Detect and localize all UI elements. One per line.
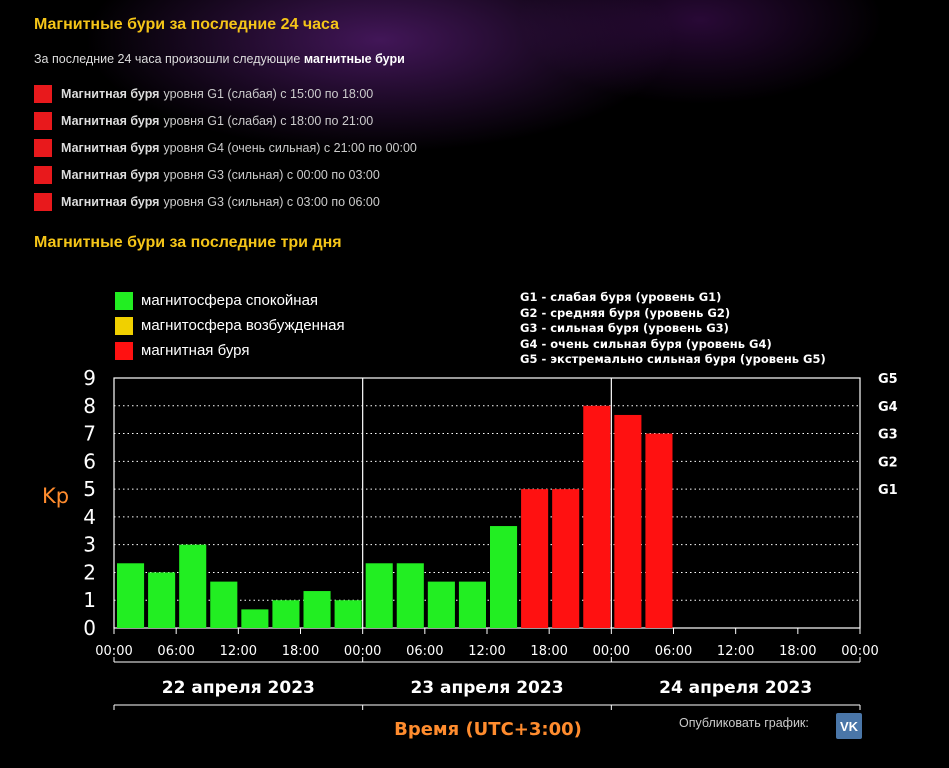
storm-marker <box>34 138 52 157</box>
day-label: 23 апреля 2023 <box>410 678 563 698</box>
legend-swatch <box>115 316 133 335</box>
g-level-item: G1 - слабая буря (уровень G1) <box>520 290 722 304</box>
y-tick-label: 6 <box>83 449 96 473</box>
storm-marker <box>34 84 52 103</box>
storm-name: Магнитная буря <box>61 167 160 182</box>
legend-label: магнитосфера спокойная <box>141 292 319 309</box>
y-tick-label: 4 <box>83 505 96 529</box>
kp-bar <box>396 563 424 628</box>
g-axis-label: G3 <box>878 428 898 443</box>
kp-bar <box>583 405 611 628</box>
x-tick-label: 00:00 <box>344 644 381 659</box>
storm-desc: уровня G1 (слабая) с 15:00 по 18:00 <box>163 86 374 101</box>
x-tick-label: 06:00 <box>406 644 443 659</box>
legend-label: магнитосфера возбужденная <box>141 317 345 334</box>
y-tick-label: 3 <box>83 533 96 557</box>
kp-bar <box>427 581 455 628</box>
storm-item: Магнитная буря уровня G1 (слабая) с 15:00… <box>34 80 417 107</box>
kp-bar <box>458 581 486 628</box>
storm-item: Магнитная буря уровня G4 (очень сильная) … <box>34 134 417 161</box>
kp-bar <box>614 414 642 628</box>
g-levels-legend: G1 - слабая буря (уровень G1) G2 - средн… <box>520 290 826 368</box>
intro-plain: За последние 24 часа произошли следующие <box>34 52 301 66</box>
storm-desc: уровня G3 (сильная) с 00:00 по 03:00 <box>163 167 380 182</box>
g-axis-label: G2 <box>878 455 898 470</box>
legend-label: магнитная буря <box>141 342 250 359</box>
storm-name: Магнитная буря <box>61 140 160 155</box>
kp-bar <box>148 572 176 628</box>
storm-desc: уровня G3 (сильная) с 03:00 по 06:00 <box>163 194 380 209</box>
storm-desc: уровня G1 (слабая) с 18:00 по 21:00 <box>163 113 374 128</box>
x-tick-label: 06:00 <box>655 644 692 659</box>
intro-bold: магнитные бури <box>303 52 405 66</box>
storm-item: Магнитная буря уровня G1 (слабая) с 18:00… <box>34 107 417 134</box>
x-tick-label: 18:00 <box>530 644 567 659</box>
g-level-item: G3 - сильная буря (уровень G3) <box>520 321 729 335</box>
y-tick-label: 9 <box>83 366 96 390</box>
x-tick-label: 12:00 <box>717 644 754 659</box>
storm-marker <box>34 165 52 184</box>
storm-name: Магнитная буря <box>61 86 160 101</box>
kp-bar <box>241 609 269 628</box>
x-tick-label: 06:00 <box>157 644 194 659</box>
y-tick-label: 2 <box>83 560 96 584</box>
legend-swatch <box>115 291 133 310</box>
kp-bar <box>179 544 207 628</box>
x-tick-label: 18:00 <box>779 644 816 659</box>
vk-icon: VK <box>839 718 859 734</box>
kp-bar <box>552 489 580 628</box>
x-tick-label: 00:00 <box>95 644 132 659</box>
x-tick-label: 12:00 <box>220 644 257 659</box>
storm-item: Магнитная буря уровня G3 (сильная) с 00:0… <box>34 161 417 188</box>
y-tick-label: 5 <box>83 477 96 501</box>
day-label: 22 апреля 2023 <box>162 678 315 698</box>
kp-chart: 0 1 2 3 4 5 6 7 8 9 G1 G2 G3 G4 G5 Kp 00:00 06:00 12:00 18:… <box>42 366 898 740</box>
storm-marker <box>34 192 52 211</box>
y-tick-label: 7 <box>83 422 96 446</box>
storm-name: Магнитная буря <box>61 113 160 128</box>
kp-bar <box>272 600 300 628</box>
y-tick-label: 0 <box>83 616 96 640</box>
g-level-item: G5 - экстремально сильная буря (уровень … <box>520 352 826 366</box>
storm-desc: уровня G4 (очень сильная) с 21:00 по 00:… <box>163 140 417 155</box>
kp-bar <box>490 526 518 628</box>
kp-bar <box>645 433 673 628</box>
vk-share-button[interactable]: VK <box>836 713 862 739</box>
kp-bar <box>210 581 238 628</box>
day-label: 24 апреля 2023 <box>659 678 812 698</box>
g-level-item: G4 - очень сильная буря (уровень G4) <box>520 336 772 351</box>
publish-label: Опубликовать график: <box>679 716 809 730</box>
storm-marker <box>34 111 52 130</box>
kp-bar <box>521 489 549 628</box>
x-axis-title: Время (UTC+3:00) <box>394 719 582 740</box>
y-tick-label: 8 <box>83 394 96 418</box>
g-axis-label: G4 <box>878 400 898 415</box>
legend-item-excited: магнитосфера возбужденная <box>115 313 345 338</box>
y-axis-title: Kp <box>42 484 69 508</box>
legend-item-calm: магнитосфера спокойная <box>115 288 345 313</box>
x-tick-label: 12:00 <box>468 644 505 659</box>
chart-legend: магнитосфера спокойная магнитосфера возб… <box>115 288 345 363</box>
kp-bar <box>117 563 145 628</box>
g-axis-label: G1 <box>878 483 898 498</box>
y-tick-label: 1 <box>83 588 96 612</box>
storm-name: Магнитная буря <box>61 194 160 209</box>
legend-item-storm: магнитная буря <box>115 338 345 363</box>
x-tick-label: 00:00 <box>593 644 630 659</box>
x-tick-label: 00:00 <box>841 644 878 659</box>
storm-item: Магнитная буря уровня G3 (сильная) с 03:0… <box>34 188 417 215</box>
kp-bar <box>365 563 393 628</box>
intro-text: За последние 24 часа произошли следующие… <box>34 52 405 66</box>
storm-list: Магнитная буря уровня G1 (слабая) с 15:00… <box>34 80 417 215</box>
kp-bar <box>303 591 331 628</box>
g-level-item: G2 - средняя буря (уровень G2) <box>520 305 731 320</box>
g-axis-label: G5 <box>878 372 898 387</box>
kp-bar <box>334 600 362 628</box>
legend-swatch <box>115 341 133 360</box>
x-tick-label: 18:00 <box>282 644 319 659</box>
section-3d-title: Магнитные бури за последние три дня <box>34 234 342 251</box>
section-24h-title: Магнитные бури за последние 24 часа <box>34 16 339 33</box>
